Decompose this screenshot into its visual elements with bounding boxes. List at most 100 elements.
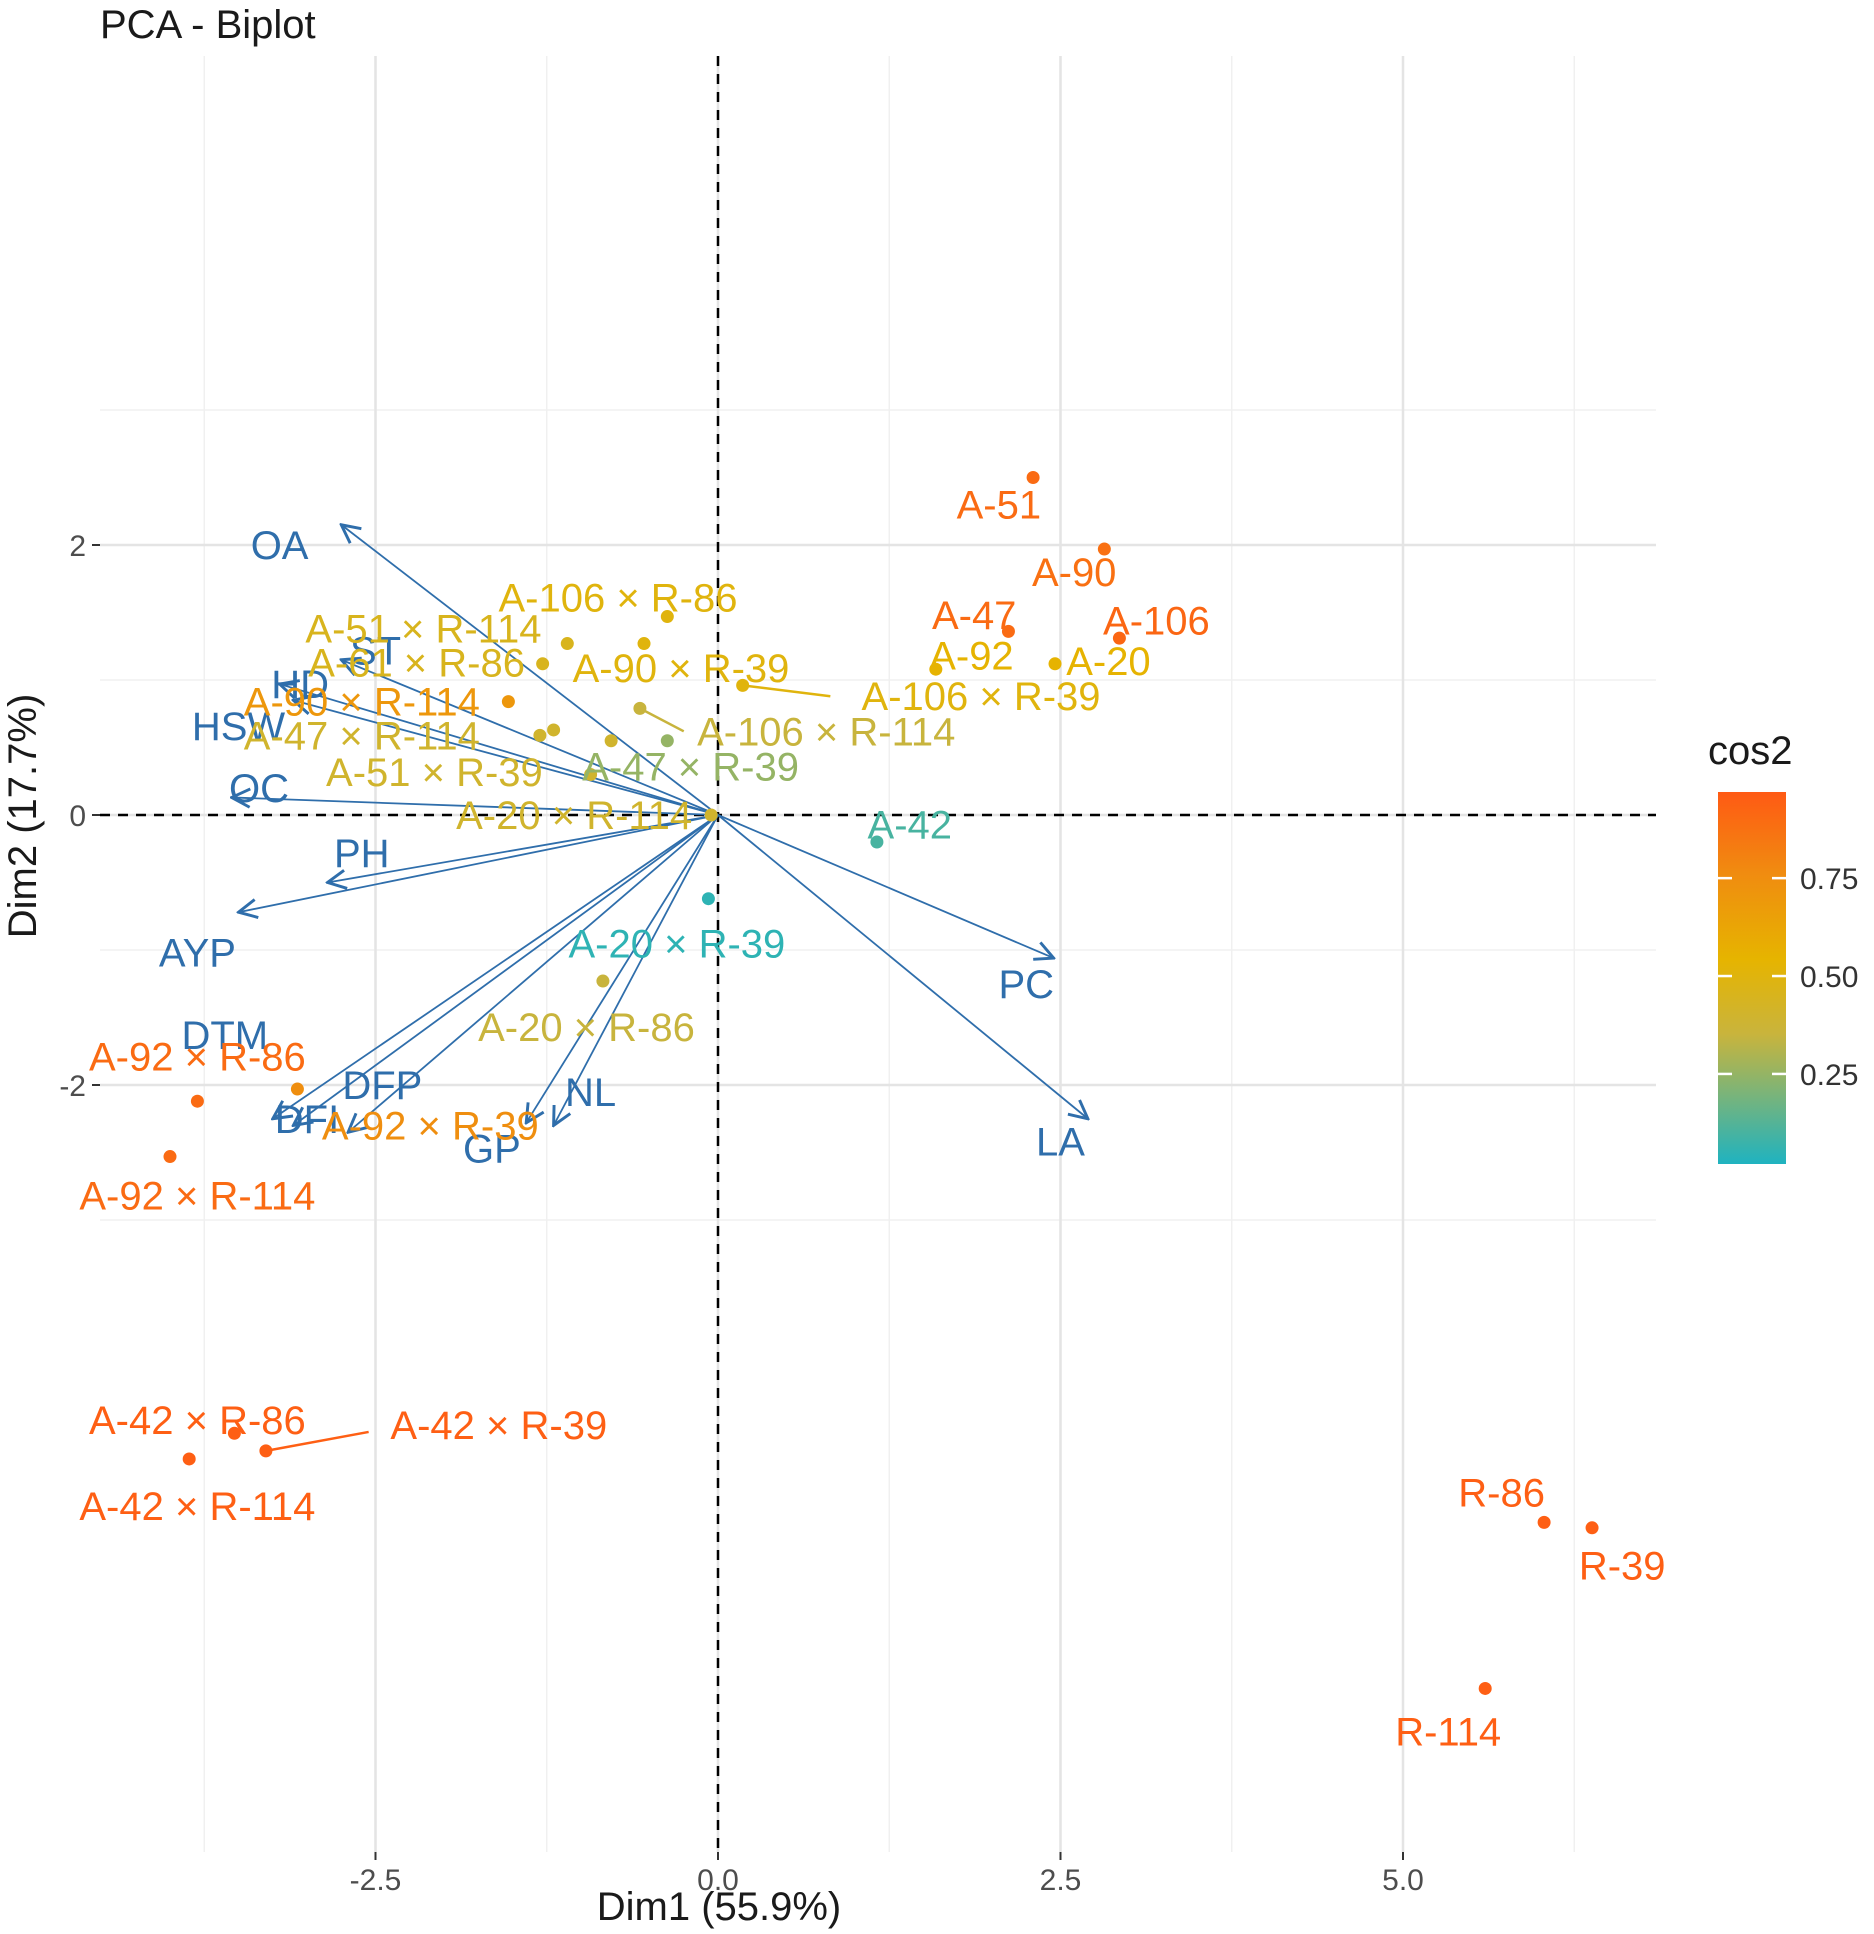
point-label-a-42-x-r-114: A-42 × R-114 (79, 1485, 315, 1529)
y-tick-label: 2 (69, 530, 86, 563)
variable-arrow-oc (232, 797, 719, 816)
point-a-106-x-r-114 (633, 701, 647, 715)
point-a-20-x-r-114 (704, 808, 718, 822)
point-label-a-47: A-47 (932, 594, 1017, 638)
x-tick-label: 0.0 (697, 1864, 739, 1897)
point-label-a-90: A-90 (1032, 551, 1117, 595)
variable-arrow-pc (717, 814, 1054, 958)
variable-label-la: LA (1036, 1121, 1085, 1165)
point-r-114 (1478, 1681, 1492, 1695)
colorbar-tick-label: 0.50 (1800, 961, 1858, 994)
point-a-42-x-r-114 (182, 1452, 196, 1466)
variable-arrow-ayp (239, 814, 719, 912)
point-a-90-x-r-39 (637, 637, 651, 651)
x-tick-label: -2.5 (350, 1864, 402, 1897)
point-unlabeled-1 (547, 723, 561, 737)
variable-arrows (232, 525, 1088, 1133)
variable-label-ayp: AYP (159, 932, 236, 976)
point-label-a-51-x-r-39: A-51 × R-39 (326, 751, 543, 795)
variable-label-gp: GP (463, 1127, 521, 1171)
label-connectors (265, 684, 831, 1453)
point-label-a-20-x-r-114: A-20 × R-114 (456, 794, 692, 838)
point-label-a-90-x-r-39: A-90 × R-39 (573, 647, 790, 691)
variable-arrow-st (341, 660, 719, 816)
point-label-a-92-x-r-86: A-92 × R-86 (89, 1036, 306, 1080)
point-a-20 (1048, 657, 1062, 671)
variable-arrow-oa (341, 525, 719, 816)
connector-a-106-x-r-114 (639, 707, 685, 733)
point-a-42-x-r-39 (259, 1444, 273, 1458)
variable-label-hsw: HSW (192, 705, 286, 749)
variable-arrow-dfp (348, 814, 719, 1132)
x-tick-label: 2.5 (1040, 1864, 1082, 1897)
point-label-r-114: R-114 (1395, 1711, 1501, 1755)
variable-label-oa: OA (251, 524, 309, 568)
point-label-r-86: R-86 (1458, 1472, 1545, 1516)
connector-a-106-x-r-39 (742, 684, 831, 698)
point-a-106-x-r-86 (660, 610, 674, 624)
variable-arrow-gp (526, 814, 719, 1123)
point-a-106 (1112, 631, 1126, 645)
point-a-42 (870, 835, 884, 849)
point-a-20-x-r-86 (596, 974, 610, 988)
point-a-42-x-r-86 (227, 1426, 241, 1440)
point-label-a-51-x-r-114: A-51 × R-114 (305, 608, 541, 652)
point-a-92-x-r-86 (190, 1094, 204, 1108)
connector-a-42-x-r-39 (265, 1430, 369, 1453)
x-tick-label: 5.0 (1382, 1864, 1424, 1897)
point-label-a-47-x-r-114: A-47 × R-114 (244, 714, 480, 758)
point-a-47-x-r-39 (660, 734, 674, 748)
point-a-92-x-r-39 (290, 1082, 304, 1096)
variable-label-dfp: DFP (342, 1064, 422, 1108)
y-axis-label: Dim2 (17.7%) (1, 694, 45, 939)
point-label-a-20-x-r-86: A-20 × R-86 (478, 1006, 695, 1050)
point-label-a-42-x-r-39: A-42 × R-39 (390, 1404, 607, 1448)
point-a-51-x-r-39 (584, 768, 598, 781)
colorbar-tick-label: 0.25 (1800, 1059, 1858, 1092)
variable-label-dfi: DFI (275, 1098, 339, 1142)
point-label-a-92-x-r-39: A-92 × R-39 (322, 1105, 539, 1149)
variable-label-hd: HD (271, 663, 329, 707)
point-a-47 (1001, 624, 1015, 638)
point-a-92 (929, 662, 943, 676)
colorbar-legend: cos2 0.25 0.50 0.75 (1708, 729, 1858, 1164)
point-a-90 (1097, 542, 1111, 556)
y-tick-label: 0 (69, 800, 86, 833)
point-label-a-61-x-r-86: A-61 × R-86 (308, 641, 525, 685)
point-label-a-92: A-92 (929, 635, 1014, 679)
variable-arrow-hd (280, 684, 719, 816)
point-label-a-92-x-r-114: A-92 × R-114 (79, 1175, 315, 1219)
point-a-90-x-r-114 (501, 695, 515, 709)
variable-arrow-dfi (293, 814, 719, 1126)
colorbar-ticks: 0.25 0.50 0.75 (1718, 863, 1858, 1092)
point-label-a-47-x-r-39: A-47 × R-39 (582, 745, 799, 789)
point-a-51 (1026, 471, 1040, 484)
axes: -2.5 0.0 2.5 5.0 -2 0 2 (59, 530, 1424, 1897)
point-label-r-39: R-39 (1579, 1545, 1666, 1589)
reference-lines (100, 56, 1656, 1852)
legend-title: cos2 (1708, 729, 1793, 773)
point-a-92-x-r-114 (163, 1150, 177, 1164)
variable-arrow-la (717, 814, 1088, 1119)
x-axis-label: Dim1 (55.9%) (597, 1885, 842, 1929)
point-a-47-x-r-114 (533, 728, 547, 742)
point-label-a-51: A-51 (957, 484, 1042, 528)
variable-label-nl: NL (565, 1071, 616, 1115)
variable-label-ph: PH (334, 832, 390, 876)
point-a-51-x-r-114 (560, 637, 574, 651)
point-r-39 (1585, 1521, 1599, 1535)
variable-label-st: ST (350, 629, 401, 673)
point-a-61-x-r-86 (536, 657, 550, 671)
point-label-a-106-x-r-114: A-106 × R-114 (697, 710, 955, 754)
point-r-86 (1537, 1515, 1551, 1529)
variable-arrow-nl (554, 814, 719, 1126)
variable-label-dtm: DTM (181, 1014, 268, 1058)
y-tick-label: -2 (59, 1070, 86, 1103)
variable-label-oc: OC (229, 767, 289, 811)
point-label-a-106: A-106 (1103, 600, 1210, 644)
point-label-a-42: A-42 (868, 803, 953, 847)
plot-grid (100, 56, 1656, 1852)
point-label-a-90-x-r-114: A-90 × R-114 (244, 681, 480, 725)
